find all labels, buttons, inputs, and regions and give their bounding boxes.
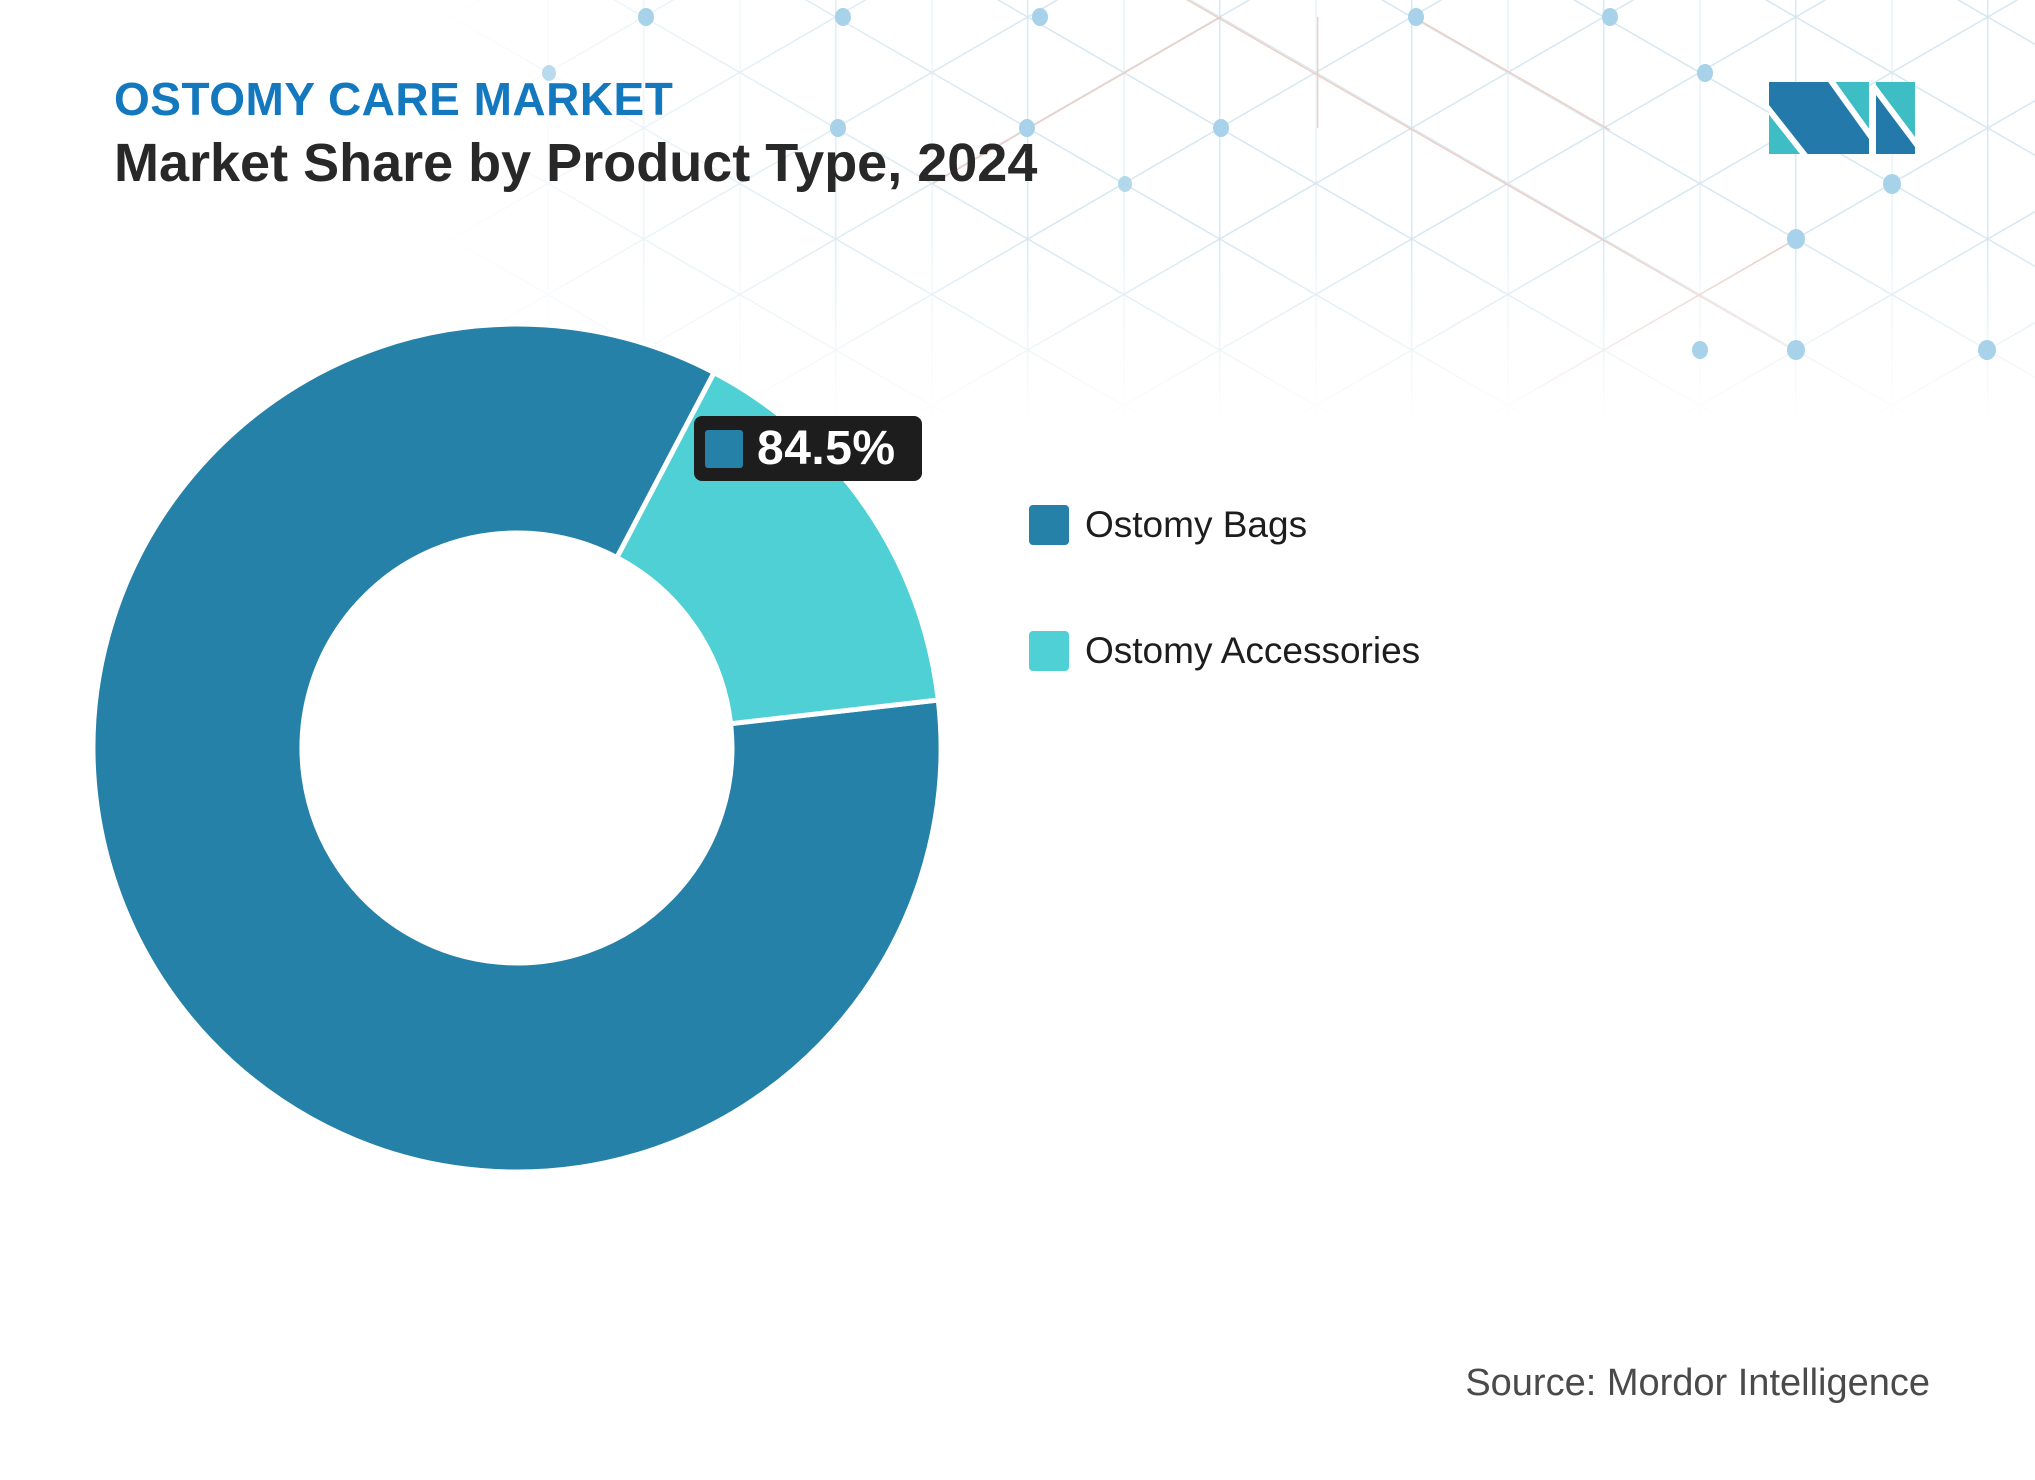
logo-right-block [1870,82,1915,154]
mordor-intelligence-logo [1769,82,1915,154]
tooltip-swatch-ostomy-bags [705,429,743,468]
report-eyebrow: OSTOMY CARE MARKET [114,73,674,125]
source-attribution: Source: Mordor Intelligence [1465,1362,1930,1404]
legend-label-ostomy-accessories: Ostomy Accessories [1085,630,1421,671]
page-title: Market Share by Product Type, 2024 [114,133,1038,193]
pattern-dots [542,8,1996,360]
legend-label-ostomy-bags: Ostomy Bags [1085,504,1308,545]
legend-item-ostomy-accessories[interactable]: Ostomy Accessories [1029,630,1421,671]
tooltip-value: 84.5% [757,422,896,475]
legend-item-ostomy-bags[interactable]: Ostomy Bags [1029,504,1308,545]
logo-left-block [1769,82,1875,154]
donut-slice-ostomy-bags[interactable] [90,321,944,1175]
legend-swatch-ostomy-accessories [1029,631,1069,671]
legend-swatch-ostomy-bags [1029,505,1069,545]
data-label-tooltip: 84.5% [694,416,922,481]
